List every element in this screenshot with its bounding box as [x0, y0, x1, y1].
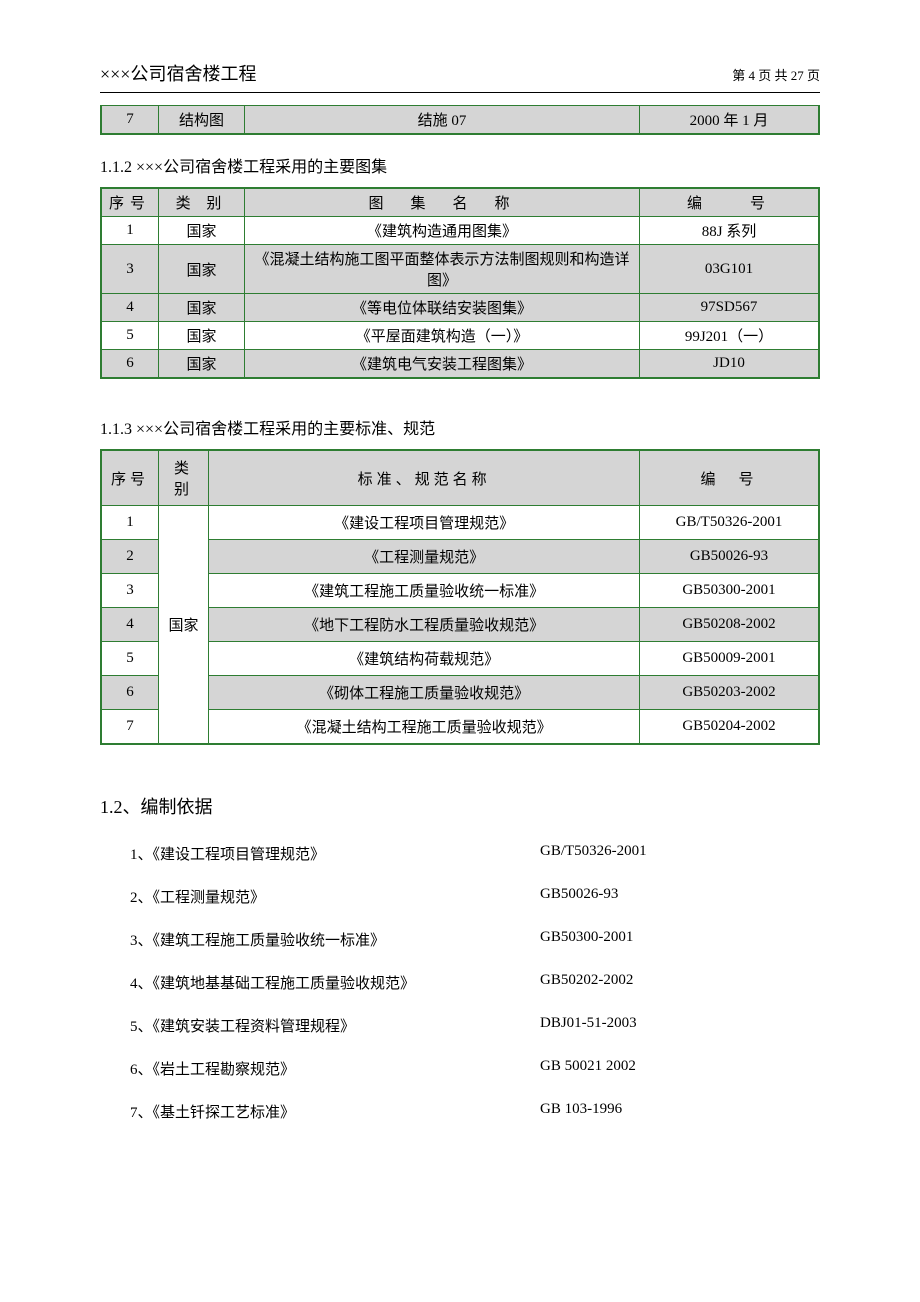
- cell: 国家: [158, 322, 244, 350]
- cell: 《建设工程项目管理规范》: [209, 506, 640, 540]
- cell: 97SD567: [639, 294, 819, 322]
- cell: 6: [101, 350, 158, 379]
- ref-code: GB50300-2001: [540, 929, 633, 950]
- list-item: 7、《基土钎探工艺标准》 GB 103-1996: [130, 1101, 820, 1122]
- list-item: 1、《建设工程项目管理规范》 GB/T50326-2001: [130, 843, 820, 864]
- table-row: 6 国家 《建筑电气安装工程图集》 JD10: [101, 350, 819, 379]
- cell: 国家: [158, 294, 244, 322]
- table-row: 1 国家 《建筑构造通用图集》 88J 系列: [101, 217, 819, 245]
- cell: GB50009-2001: [639, 642, 819, 676]
- cell: GB50208-2002: [639, 608, 819, 642]
- table-drawings: 序号 类 别 图 集 名 称 编 号 1 国家 《建筑构造通用图集》 88J 系…: [100, 187, 820, 379]
- cell: 5: [101, 322, 158, 350]
- th-code: 编 号: [639, 188, 819, 217]
- cell: GB50300-2001: [639, 574, 819, 608]
- cell-date: 2000 年 1 月: [639, 106, 819, 135]
- table-row: 6 《砌体工程施工质量验收规范》 GB50203-2002: [101, 676, 819, 710]
- cell-cat: 结构图: [158, 106, 244, 135]
- cell: 《地下工程防水工程质量验收规范》: [209, 608, 640, 642]
- cell: 《混凝土结构施工图平面整体表示方法制图规则和构造详图》: [245, 245, 640, 294]
- th-code: 编 号: [639, 450, 819, 506]
- ref-name: 4、《建筑地基基础工程施工质量验收规范》: [130, 972, 540, 993]
- ref-code: GB/T50326-2001: [540, 843, 647, 864]
- ref-name: 1、《建设工程项目管理规范》: [130, 843, 540, 864]
- cell: 7: [101, 710, 158, 745]
- cell: 1: [101, 506, 158, 540]
- table-row: 4 国家 《等电位体联结安装图集》 97SD567: [101, 294, 819, 322]
- table-header-row: 序号 类 别 图 集 名 称 编 号: [101, 188, 819, 217]
- cell: 4: [101, 608, 158, 642]
- cell: JD10: [639, 350, 819, 379]
- doc-title: ×××公司宿舍楼工程: [100, 60, 256, 86]
- section-1-1-2-heading: 1.1.2 ×××公司宿舍楼工程采用的主要图集: [100, 153, 820, 177]
- table-row: 1 国家 《建设工程项目管理规范》 GB/T50326-2001: [101, 506, 819, 540]
- table-standards: 序号 类别 标准、规范名称 编 号 1 国家 《建设工程项目管理规范》 GB/T…: [100, 449, 820, 745]
- cell: 《建筑结构荷载规范》: [209, 642, 640, 676]
- cell-category-span: 国家: [158, 506, 208, 745]
- cell: 《建筑电气安装工程图集》: [245, 350, 640, 379]
- table-continuation-row: 7 结构图 结施 07 2000 年 1 月: [100, 105, 820, 135]
- cell: 《建筑工程施工质量验收统一标准》: [209, 574, 640, 608]
- list-item: 2、《工程测量规范》 GB50026-93: [130, 886, 820, 907]
- cell: 《平屋面建筑构造（一）》: [245, 322, 640, 350]
- cell: 2: [101, 540, 158, 574]
- cell: 国家: [158, 217, 244, 245]
- th-cat: 类 别: [158, 188, 244, 217]
- cell: 《混凝土结构工程施工质量验收规范》: [209, 710, 640, 745]
- table-row: 5 国家 《平屋面建筑构造（一）》 99J201（一）: [101, 322, 819, 350]
- table-row: 4 《地下工程防水工程质量验收规范》 GB50208-2002: [101, 608, 819, 642]
- list-item: 6、《岩土工程勘察规范》 GB 50021 2002: [130, 1058, 820, 1079]
- cell: GB50203-2002: [639, 676, 819, 710]
- ref-code: GB50026-93: [540, 886, 618, 907]
- table-row: 7 《混凝土结构工程施工质量验收规范》 GB50204-2002: [101, 710, 819, 745]
- table-row: 3 《建筑工程施工质量验收统一标准》 GB50300-2001: [101, 574, 819, 608]
- cell: GB50204-2002: [639, 710, 819, 745]
- cell: 3: [101, 574, 158, 608]
- th-num: 序号: [101, 450, 158, 506]
- cell: 6: [101, 676, 158, 710]
- page-header: ×××公司宿舍楼工程 第 4 页 共 27 页: [100, 60, 820, 93]
- ref-name: 3、《建筑工程施工质量验收统一标准》: [130, 929, 540, 950]
- cell: GB50026-93: [639, 540, 819, 574]
- cell: GB/T50326-2001: [639, 506, 819, 540]
- th-cat: 类别: [158, 450, 208, 506]
- reference-list: 1、《建设工程项目管理规范》 GB/T50326-2001 2、《工程测量规范》…: [130, 843, 820, 1122]
- cell: 《等电位体联结安装图集》: [245, 294, 640, 322]
- cell: 《砌体工程施工质量验收规范》: [209, 676, 640, 710]
- cell: 88J 系列: [639, 217, 819, 245]
- list-item: 5、《建筑安装工程资料管理规程》 DBJ01-51-2003: [130, 1015, 820, 1036]
- cell: 5: [101, 642, 158, 676]
- th-name: 图 集 名 称: [245, 188, 640, 217]
- cell: 《工程测量规范》: [209, 540, 640, 574]
- ref-name: 2、《工程测量规范》: [130, 886, 540, 907]
- table-row: 3 国家 《混凝土结构施工图平面整体表示方法制图规则和构造详图》 03G101: [101, 245, 819, 294]
- list-item: 4、《建筑地基基础工程施工质量验收规范》 GB50202-2002: [130, 972, 820, 993]
- cell: 03G101: [639, 245, 819, 294]
- ref-name: 7、《基土钎探工艺标准》: [130, 1101, 540, 1122]
- ref-name: 5、《建筑安装工程资料管理规程》: [130, 1015, 540, 1036]
- section-1-1-3-heading: 1.1.3 ×××公司宿舍楼工程采用的主要标准、规范: [100, 415, 820, 439]
- ref-code: DBJ01-51-2003: [540, 1015, 637, 1036]
- ref-code: GB 103-1996: [540, 1101, 622, 1122]
- table-row: 5 《建筑结构荷载规范》 GB50009-2001: [101, 642, 819, 676]
- th-name: 标准、规范名称: [209, 450, 640, 506]
- cell: 4: [101, 294, 158, 322]
- table-header-row: 序号 类别 标准、规范名称 编 号: [101, 450, 819, 506]
- list-item: 3、《建筑工程施工质量验收统一标准》 GB50300-2001: [130, 929, 820, 950]
- cell: 国家: [158, 245, 244, 294]
- cell: 3: [101, 245, 158, 294]
- cell: 国家: [158, 350, 244, 379]
- ref-name: 6、《岩土工程勘察规范》: [130, 1058, 540, 1079]
- cell: 99J201（一）: [639, 322, 819, 350]
- cell: 1: [101, 217, 158, 245]
- ref-code: GB 50021 2002: [540, 1058, 636, 1079]
- ref-code: GB50202-2002: [540, 972, 633, 993]
- cell: 《建筑构造通用图集》: [245, 217, 640, 245]
- th-num: 序号: [101, 188, 158, 217]
- cell-name: 结施 07: [245, 106, 640, 135]
- table-row: 2 《工程测量规范》 GB50026-93: [101, 540, 819, 574]
- section-1-2-heading: 1.2、编制依据: [100, 793, 820, 819]
- cell-num: 7: [101, 106, 158, 135]
- page-indicator: 第 4 页 共 27 页: [732, 65, 820, 84]
